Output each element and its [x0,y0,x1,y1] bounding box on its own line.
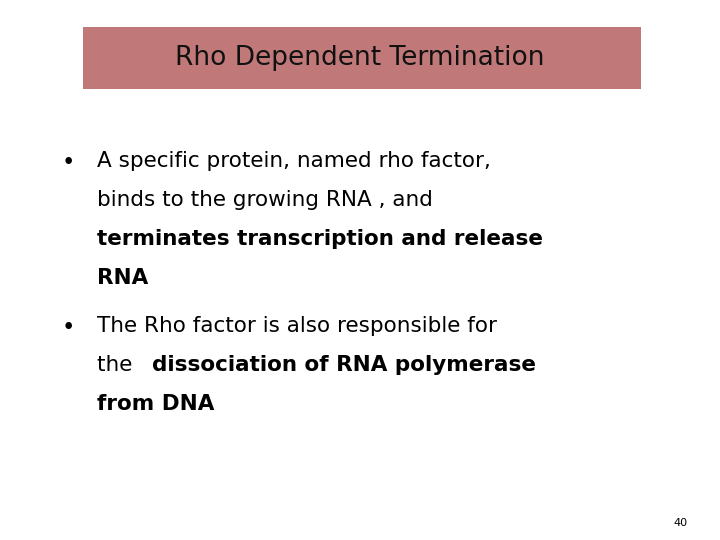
Text: the: the [97,355,140,375]
Text: binds to the growing RNA , and: binds to the growing RNA , and [97,190,433,210]
FancyBboxPatch shape [83,27,641,89]
Text: dissociation of RNA polymerase: dissociation of RNA polymerase [152,355,536,375]
Text: terminates transcription and release: terminates transcription and release [97,229,543,249]
Text: RNA: RNA [97,268,148,288]
Text: 40: 40 [673,518,688,528]
Text: Rho Dependent Termination: Rho Dependent Termination [175,45,545,71]
Text: The Rho factor is also responsible for: The Rho factor is also responsible for [97,316,498,336]
Text: A specific protein, named rho factor,: A specific protein, named rho factor, [97,151,491,171]
Text: from DNA: from DNA [97,394,215,414]
Text: •: • [61,316,75,339]
Text: •: • [61,151,75,174]
